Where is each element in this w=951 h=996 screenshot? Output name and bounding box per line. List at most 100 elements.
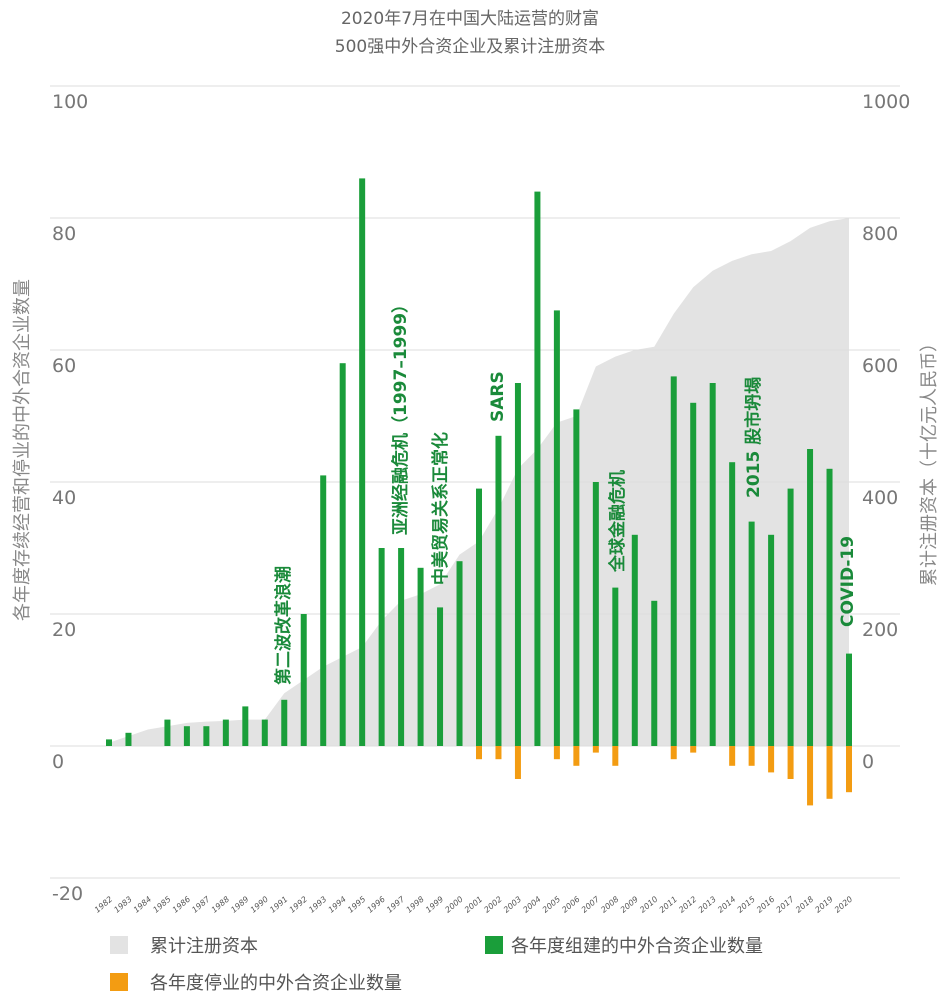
- x-tick-label: 2014: [716, 895, 737, 915]
- bar: [417, 567, 424, 746]
- x-tick-label: 2001: [463, 895, 484, 915]
- y-tick-label: 0: [52, 751, 64, 773]
- x-tick-label: 2010: [638, 895, 659, 915]
- bar: [300, 614, 307, 746]
- bar: [222, 719, 229, 746]
- x-tick-label: 2015: [736, 895, 757, 915]
- bar: [320, 475, 327, 746]
- y2-tick-label: 600: [862, 355, 898, 377]
- bar: [787, 746, 794, 779]
- bar: [534, 191, 541, 747]
- bar: [690, 746, 697, 753]
- bar: [768, 534, 775, 746]
- bar: [106, 739, 112, 746]
- bar: [183, 726, 190, 746]
- bar: [826, 468, 833, 746]
- bar: [787, 488, 794, 746]
- bar: [592, 482, 599, 746]
- bar: [398, 548, 405, 746]
- bar: [651, 600, 658, 746]
- x-tick-label: 2009: [619, 895, 640, 915]
- y2-tick-label: 1000: [862, 91, 910, 113]
- annotation: 亚洲经融危机（1997–1999）: [390, 296, 411, 535]
- title-line: 500强中外合资企业及累计注册资本: [335, 37, 605, 57]
- legend-swatch: [110, 936, 128, 954]
- x-tick-label: 1992: [288, 895, 309, 915]
- y2-axis-label: 累计注册资本（十亿元人民币）: [919, 334, 940, 586]
- x-tick-label: 2003: [502, 895, 523, 915]
- y-tick-label: 80: [52, 223, 76, 245]
- y-tick-label: 20: [52, 619, 76, 641]
- bar: [729, 462, 736, 746]
- bar: [164, 719, 171, 746]
- bar: [573, 409, 580, 746]
- bar: [670, 376, 677, 746]
- annotation: 中美贸易关系正常化: [430, 432, 451, 585]
- x-tick-label: 1983: [112, 895, 133, 915]
- annotation: COVID-19: [838, 536, 858, 627]
- y-tick-label: 60: [52, 355, 76, 377]
- x-tick-label: 2018: [794, 895, 815, 915]
- bar: [612, 587, 619, 746]
- y2-tick-label: 200: [862, 619, 898, 641]
- x-tick-label: 1996: [366, 895, 387, 915]
- bar: [437, 607, 444, 746]
- bar: [125, 732, 132, 746]
- bar: [748, 521, 755, 746]
- bar: [846, 746, 852, 793]
- x-tick-label: 1998: [404, 895, 425, 915]
- legend-swatch: [110, 973, 128, 991]
- legend-swatch: [485, 936, 503, 954]
- bar: [729, 746, 736, 766]
- x-tick-label: 1988: [210, 895, 231, 915]
- bar: [670, 746, 677, 760]
- x-tick-label: 2005: [541, 895, 562, 915]
- bar: [768, 746, 775, 773]
- y2-tick-label: 400: [862, 487, 898, 509]
- annotation: 2015 股市坍塌: [743, 377, 764, 498]
- bar: [612, 746, 619, 766]
- x-tick-label: 1989: [229, 895, 250, 915]
- y-tick-label: -20: [52, 883, 83, 905]
- x-tick-label: 1993: [307, 895, 328, 915]
- bar: [826, 746, 833, 799]
- bar: [573, 746, 580, 766]
- x-tick-label: 2012: [677, 895, 698, 915]
- bar: [592, 746, 599, 753]
- legend-label: 各年度组建的中外合资企业数量: [511, 936, 763, 957]
- legend-label: 累计注册资本: [150, 936, 258, 957]
- bar: [476, 488, 482, 746]
- x-tick-label: 1995: [346, 895, 367, 915]
- x-tick-label: 1997: [385, 894, 407, 915]
- x-tick-label: 2019: [813, 895, 834, 915]
- y2-tick-label: 800: [862, 223, 898, 245]
- x-tick-label: 2000: [443, 895, 464, 915]
- x-tick-label: 1987: [190, 894, 212, 915]
- x-tick-label: 2006: [560, 895, 581, 915]
- bar: [846, 653, 852, 746]
- bar: [495, 746, 502, 760]
- annotation: SARS: [488, 371, 508, 422]
- legend-label: 各年度停业的中外合资企业数量: [150, 973, 402, 992]
- x-tick-label: 2007: [580, 894, 602, 915]
- x-tick-label: 1994: [327, 895, 348, 915]
- x-tick-label: 2002: [482, 895, 503, 915]
- x-tick-label: 2013: [697, 895, 718, 915]
- bar: [359, 178, 366, 746]
- bar: [495, 435, 502, 746]
- annotation: 第二波改革浪潮: [273, 566, 294, 685]
- x-tick-label: 1984: [132, 895, 153, 915]
- x-tick-label: 1991: [268, 895, 289, 915]
- x-tick-label: 1999: [424, 895, 445, 915]
- bar: [242, 706, 249, 746]
- bar: [690, 402, 697, 746]
- bar: [553, 310, 560, 746]
- bar: [514, 383, 521, 746]
- x-tick-label: 2008: [599, 895, 620, 915]
- bar: [281, 699, 288, 746]
- bar: [339, 363, 346, 746]
- x-tick-label: 2016: [755, 895, 776, 915]
- x-tick-label: 2020: [833, 895, 854, 915]
- title-line: 2020年7月在中国大陆运营的财富: [341, 9, 599, 29]
